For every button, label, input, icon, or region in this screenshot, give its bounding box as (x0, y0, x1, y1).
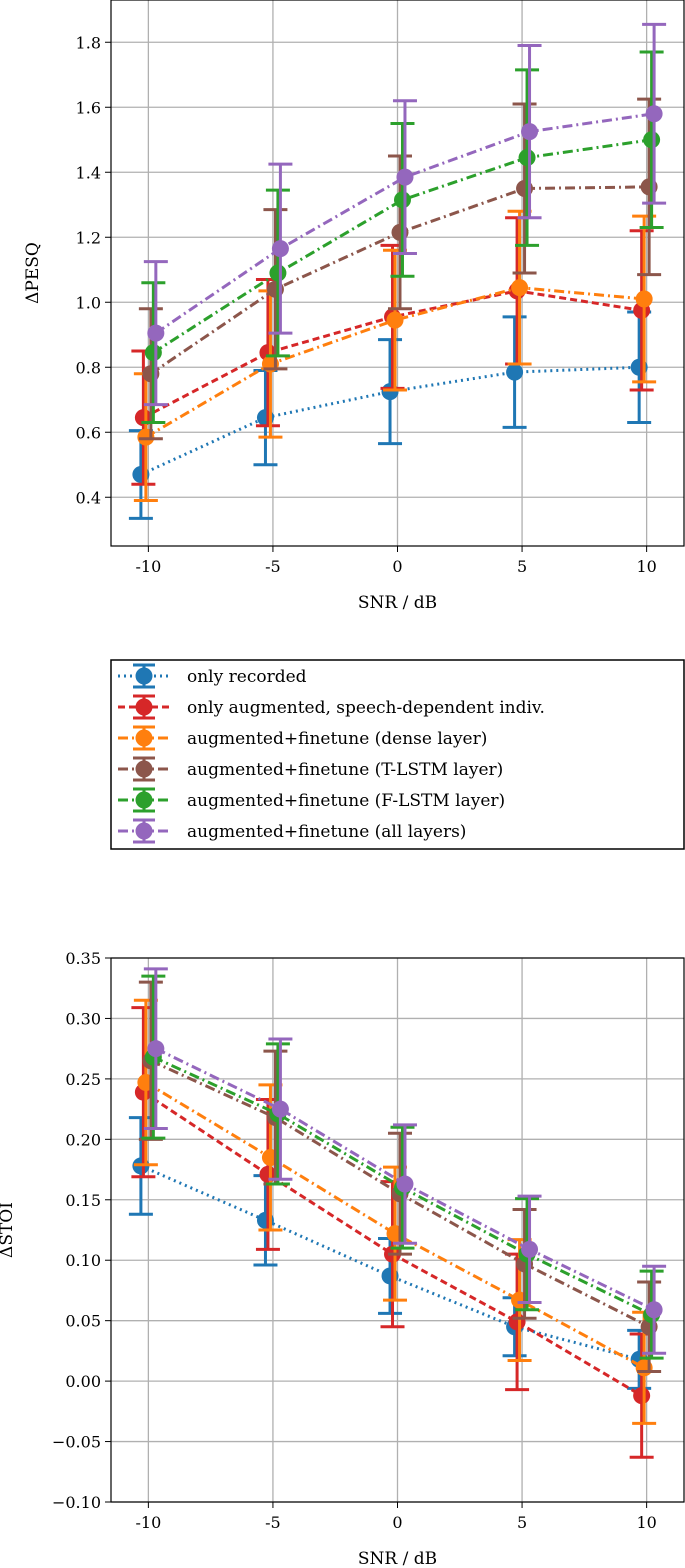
pesq-series-line (145, 286, 645, 439)
stoi-data-point (633, 1387, 651, 1405)
stoi-x-tick-label: -10 (135, 1513, 161, 1532)
legend-marker (135, 667, 153, 685)
legend-label: augmented+finetune (dense layer) (187, 729, 487, 749)
stoi-series-5 (143, 967, 667, 1355)
stoi-y-tick-label: −0.10 (52, 1493, 101, 1512)
stoi-x-tick-label: 5 (517, 1513, 527, 1532)
legend-label: augmented+finetune (F-LSTM layer) (187, 791, 505, 811)
stoi-y-tick-label: −0.05 (52, 1433, 101, 1452)
pesq-y-tick-label: 1.4 (76, 163, 101, 182)
stoi-data-point (521, 1240, 539, 1258)
pesq-y-tick-label: 1.2 (76, 228, 101, 247)
pesq-grid (111, 0, 684, 546)
stoi-data-point (396, 1175, 414, 1193)
pesq-series-5 (143, 22, 667, 407)
pesq-data-point (643, 131, 661, 149)
pesq-y-tick-label: 0.6 (76, 423, 101, 442)
stoi-y-tick-label: 0.10 (65, 1251, 101, 1270)
pesq-y-tick-label: 1.6 (76, 98, 101, 117)
pesq-ticks: -10 -5 0 5 10 0.4 0.6 0.8 1.0 1.2 1.4 1.6 1.8 (76, 33, 657, 576)
stoi-y-tick-label: 0.25 (65, 1070, 101, 1089)
pesq-data-point (518, 149, 536, 167)
stoi-series-2 (133, 998, 657, 1425)
pesq-y-axis-label: ΔPESQ (23, 242, 43, 304)
legend: only recorded only augmented, speech-depe… (110, 659, 685, 850)
pesq-x-tick-label: -5 (265, 557, 281, 576)
pesq-data-point (269, 264, 287, 282)
pesq-x-tick-label: 5 (517, 557, 527, 576)
legend-label: only recorded (187, 667, 307, 687)
legend-marker (135, 698, 153, 716)
stoi-x-axis-label: SNR / dB (358, 1549, 437, 1568)
pesq-data-point (645, 105, 663, 123)
legend-entry: augmented+finetune (T-LSTM layer) (118, 756, 503, 782)
pesq-data-point (506, 363, 524, 381)
pesq-series-2 (133, 209, 657, 502)
stoi-y-tick-label: 0.05 (65, 1312, 101, 1331)
stoi-series-layer (128, 967, 667, 1459)
pesq-x-tick-label: -10 (135, 557, 161, 576)
stoi-data-point (645, 1301, 663, 1319)
legend-entry: augmented+finetune (all layers) (118, 818, 466, 844)
legend-entry: augmented+finetune (F-LSTM layer) (118, 787, 505, 813)
pesq-data-point (393, 191, 411, 209)
pesq-x-axis-label: SNR / dB (358, 593, 437, 613)
pesq-data-point (386, 311, 404, 329)
pesq-y-tick-label: 0.8 (76, 358, 101, 377)
stoi-y-tick-label: 0.35 (65, 949, 101, 968)
pesq-x-tick-label: 10 (636, 557, 656, 576)
stoi-series-line (140, 1164, 640, 1361)
legend-marker (135, 791, 153, 809)
legend-label: augmented+finetune (T-LSTM layer) (187, 760, 503, 780)
stoi-data-point (508, 1313, 526, 1331)
legend-marker (135, 822, 153, 840)
stoi-data-point (271, 1100, 289, 1118)
pesq-series-layer (128, 22, 667, 520)
legend-entry: only recorded (118, 663, 307, 689)
stoi-chart: -10 -5 0 5 10 −0.10 −0.05 0.00 0.05 0.10 0.15 0.20 0… (0, 949, 685, 1568)
stoi-x-tick-label: -5 (265, 1513, 281, 1532)
pesq-data-point (271, 240, 289, 258)
pesq-y-tick-label: 1.8 (76, 33, 101, 52)
pesq-series-4 (141, 50, 664, 424)
legend-marker (135, 760, 153, 778)
pesq-data-point (521, 123, 539, 141)
stoi-y-axis-label: ΔSTOI (0, 1202, 17, 1258)
pesq-data-point (147, 324, 165, 342)
pesq-y-tick-label: 1.0 (76, 293, 101, 312)
stoi-x-tick-label: 0 (392, 1513, 402, 1532)
legend-entry: only augmented, speech-dependent indiv. (118, 694, 545, 720)
legend-entries: only recorded only augmented, speech-depe… (118, 663, 545, 844)
stoi-y-tick-label: 0.30 (65, 1009, 101, 1028)
pesq-data-point (396, 168, 414, 186)
legend-marker (135, 729, 153, 747)
pesq-data-point (635, 290, 653, 308)
stoi-y-tick-label: 0.20 (65, 1130, 101, 1149)
stoi-x-tick-label: 10 (636, 1513, 656, 1532)
stoi-y-tick-label: 0.15 (65, 1191, 101, 1210)
pesq-y-tick-label: 0.4 (76, 488, 101, 507)
pesq-data-point (144, 344, 162, 362)
pesq-x-tick-label: 0 (392, 557, 402, 576)
pesq-chart: -10 -5 0 5 10 0.4 0.6 0.8 1.0 1.2 1.4 1.6 1.8 SNR / … (23, 0, 685, 613)
stoi-data-point (147, 1040, 165, 1058)
legend-box (110, 659, 685, 850)
stoi-ticks: -10 -5 0 5 10 −0.10 −0.05 0.00 0.05 0.10 0.15 0.20 0… (52, 949, 657, 1532)
legend-label: augmented+finetune (all layers) (187, 822, 466, 842)
pesq-data-point (511, 279, 529, 297)
legend-entry: augmented+finetune (dense layer) (118, 725, 487, 751)
pesq-series-0 (128, 310, 652, 520)
legend-label: only augmented, speech-dependent indiv. (187, 698, 545, 718)
pesq-series-line (152, 138, 652, 354)
stoi-y-tick-label: 0.00 (65, 1372, 101, 1391)
